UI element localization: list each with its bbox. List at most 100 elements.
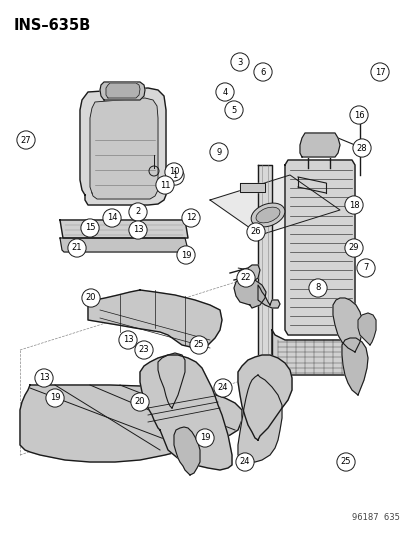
- Circle shape: [135, 341, 153, 359]
- Circle shape: [17, 131, 35, 149]
- Ellipse shape: [251, 203, 284, 227]
- Polygon shape: [341, 338, 367, 395]
- Text: 9: 9: [216, 148, 221, 157]
- Text: 29: 29: [348, 244, 358, 253]
- Circle shape: [370, 63, 388, 81]
- Circle shape: [156, 176, 174, 194]
- Text: 8: 8: [315, 284, 320, 293]
- Polygon shape: [173, 427, 199, 475]
- Polygon shape: [90, 98, 158, 199]
- Text: 28: 28: [356, 143, 366, 152]
- Text: 13: 13: [133, 225, 143, 235]
- Polygon shape: [332, 298, 361, 352]
- Circle shape: [103, 209, 121, 227]
- Text: 20: 20: [85, 294, 96, 303]
- Text: 19: 19: [50, 393, 60, 402]
- Circle shape: [190, 336, 208, 354]
- Circle shape: [253, 63, 271, 81]
- Circle shape: [81, 219, 99, 237]
- Text: INS–635B: INS–635B: [14, 18, 91, 33]
- Circle shape: [128, 221, 147, 239]
- Circle shape: [209, 143, 228, 161]
- Circle shape: [215, 83, 233, 101]
- Circle shape: [336, 453, 354, 471]
- Text: 25: 25: [340, 457, 350, 466]
- Polygon shape: [88, 290, 221, 348]
- Text: 19: 19: [180, 251, 191, 260]
- Circle shape: [166, 167, 184, 185]
- Polygon shape: [60, 220, 188, 238]
- Text: 23: 23: [138, 345, 149, 354]
- Text: 24: 24: [217, 384, 228, 392]
- Text: 25: 25: [193, 341, 204, 350]
- Circle shape: [344, 239, 362, 257]
- Polygon shape: [247, 265, 259, 280]
- Text: 17: 17: [374, 68, 385, 77]
- Polygon shape: [20, 385, 242, 462]
- Text: 16: 16: [353, 110, 363, 119]
- Text: 13: 13: [122, 335, 133, 344]
- Circle shape: [308, 279, 326, 297]
- Polygon shape: [209, 175, 339, 235]
- Circle shape: [224, 101, 242, 119]
- Circle shape: [344, 196, 362, 214]
- Circle shape: [181, 209, 199, 227]
- Circle shape: [164, 163, 183, 181]
- Polygon shape: [60, 238, 188, 252]
- Text: 1: 1: [172, 172, 177, 181]
- Polygon shape: [357, 313, 375, 345]
- Circle shape: [68, 239, 86, 257]
- Polygon shape: [237, 355, 291, 440]
- Circle shape: [82, 289, 100, 307]
- Polygon shape: [100, 82, 145, 100]
- Text: 4: 4: [222, 87, 227, 96]
- Text: 11: 11: [159, 181, 170, 190]
- Circle shape: [119, 331, 137, 349]
- Polygon shape: [80, 88, 166, 205]
- Circle shape: [131, 393, 149, 411]
- Circle shape: [46, 389, 64, 407]
- Text: 6: 6: [260, 68, 265, 77]
- Text: 96187  635: 96187 635: [351, 513, 399, 522]
- Circle shape: [35, 369, 53, 387]
- Polygon shape: [257, 285, 279, 308]
- Circle shape: [195, 429, 214, 447]
- Polygon shape: [233, 278, 266, 308]
- Polygon shape: [271, 330, 361, 375]
- Circle shape: [230, 53, 249, 71]
- Polygon shape: [158, 353, 185, 408]
- Text: 19: 19: [199, 433, 210, 442]
- Text: 3: 3: [237, 58, 242, 67]
- Circle shape: [128, 203, 147, 221]
- Text: 24: 24: [239, 457, 249, 466]
- Circle shape: [214, 379, 232, 397]
- Text: 22: 22: [240, 273, 251, 282]
- Text: 20: 20: [134, 398, 145, 407]
- Text: 5: 5: [231, 106, 236, 115]
- Polygon shape: [284, 160, 354, 335]
- Circle shape: [235, 453, 254, 471]
- Polygon shape: [299, 133, 339, 157]
- Circle shape: [349, 106, 367, 124]
- Text: 21: 21: [71, 244, 82, 253]
- Text: 15: 15: [85, 223, 95, 232]
- Circle shape: [176, 246, 195, 264]
- Text: 10: 10: [169, 167, 179, 176]
- Polygon shape: [140, 355, 231, 470]
- Circle shape: [236, 269, 254, 287]
- Text: 2: 2: [135, 207, 140, 216]
- Text: 27: 27: [21, 135, 31, 144]
- Text: 13: 13: [38, 374, 49, 383]
- Polygon shape: [257, 165, 271, 430]
- Polygon shape: [240, 183, 264, 192]
- Text: 18: 18: [348, 200, 358, 209]
- Circle shape: [246, 223, 264, 241]
- Text: 7: 7: [363, 263, 368, 272]
- Text: 12: 12: [185, 214, 196, 222]
- Polygon shape: [237, 375, 281, 462]
- Polygon shape: [106, 83, 140, 98]
- Circle shape: [356, 259, 374, 277]
- Circle shape: [352, 139, 370, 157]
- Text: 26: 26: [250, 228, 261, 237]
- Ellipse shape: [255, 207, 279, 223]
